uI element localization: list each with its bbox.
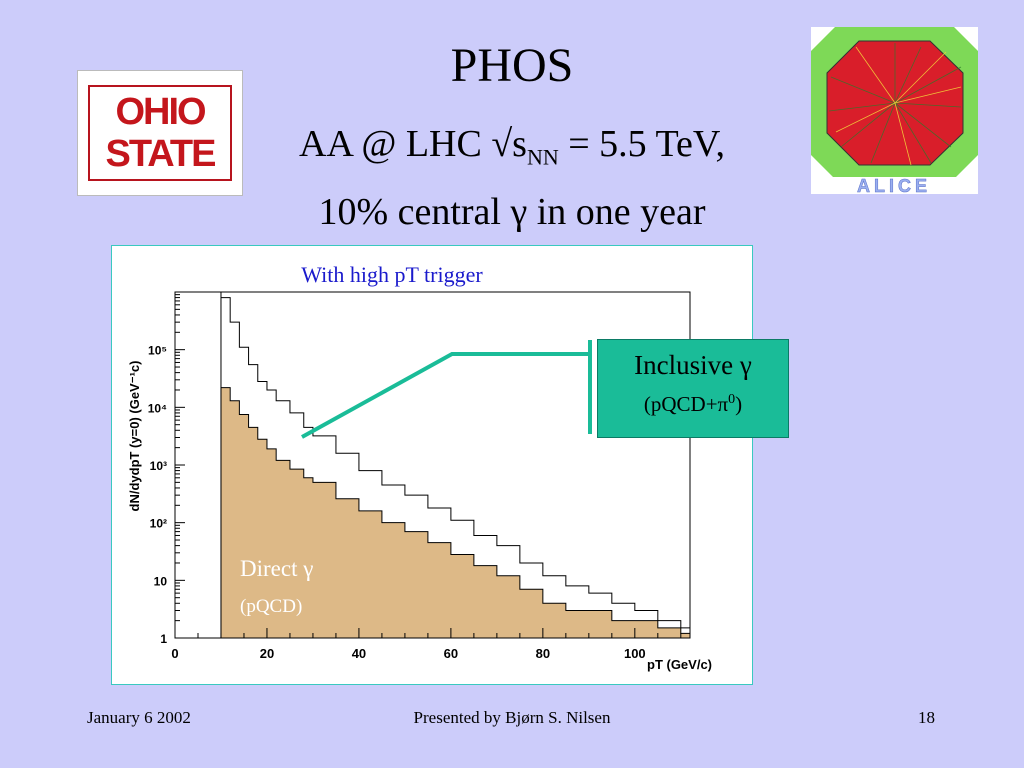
alice-logo: ALICE: [811, 27, 978, 196]
direct-gamma-histogram: [220, 387, 691, 639]
y-tick-label: 10²: [150, 517, 167, 531]
y-tick-label: 10³: [150, 459, 167, 473]
callout-line-2-pre: (pQCD+π: [643, 392, 729, 416]
callout-line-2-sup: 0: [728, 392, 736, 407]
y-tick-label: 10⁵: [148, 344, 167, 358]
subtitle-sub: NN: [526, 144, 559, 170]
x-tick-label: 60: [444, 646, 458, 661]
slide-subtitle-2: 10% central γ in one year: [318, 191, 706, 233]
spectrum-chart: With high pT trigger 0 20 40 60 80 100 1 10 10² 1…: [127, 262, 712, 672]
alice-logo-graphic: ALICE: [811, 27, 978, 196]
y-tick-label: 10⁴: [148, 401, 167, 415]
subtitle-pre: AA @ LHC √s: [299, 123, 527, 165]
y-tick-label: 1: [160, 632, 167, 646]
chart-title: With high pT trigger: [301, 262, 483, 287]
x-axis-label: pT (GeV/c): [647, 657, 712, 672]
callout-line-2: (pQCD+π0): [598, 392, 788, 417]
ohio-state-logo-frame: OHIO STATE: [88, 85, 232, 181]
footer-presenter: Presented by Bjørn S. Nilsen: [413, 708, 611, 727]
direct-gamma-sublabel: (pQCD): [240, 596, 302, 617]
slide-title: PHOS: [450, 39, 574, 92]
slide-subtitle: AA @ LHC √sNN = 5.5 TeV,: [0, 122, 1024, 171]
logo-word-state: STATE: [105, 133, 217, 175]
x-tick-label: 80: [536, 646, 550, 661]
x-tick-label: 100: [624, 646, 646, 661]
inclusive-gamma-histogram: [220, 297, 690, 629]
y-axis-label: dN/dydpT (y=0) (GeV⁻¹c): [127, 361, 142, 512]
footer-date: January 6 2002: [87, 708, 191, 727]
inclusive-callout: Inclusive γ (pQCD+π0): [597, 339, 789, 438]
subtitle-post: = 5.5 TeV,: [558, 123, 725, 165]
direct-gamma-label: Direct γ: [240, 556, 313, 581]
logo-word-ohio: OHIO: [115, 91, 206, 133]
x-tick-label: 40: [352, 646, 366, 661]
alice-logo-text: ALICE: [857, 176, 931, 194]
x-tick-label: 0: [171, 646, 178, 661]
y-tick-label: 10: [154, 574, 168, 588]
x-tick-label: 20: [260, 646, 274, 661]
footer-page-number: 18: [918, 708, 935, 727]
chart-panel: With high pT trigger 0 20 40 60 80 100 1 10 10² 1…: [111, 245, 753, 685]
callout-line-2-post: ): [735, 392, 743, 416]
callout-line-1: Inclusive γ: [634, 350, 752, 380]
ohio-state-logo: OHIO STATE: [77, 70, 243, 196]
